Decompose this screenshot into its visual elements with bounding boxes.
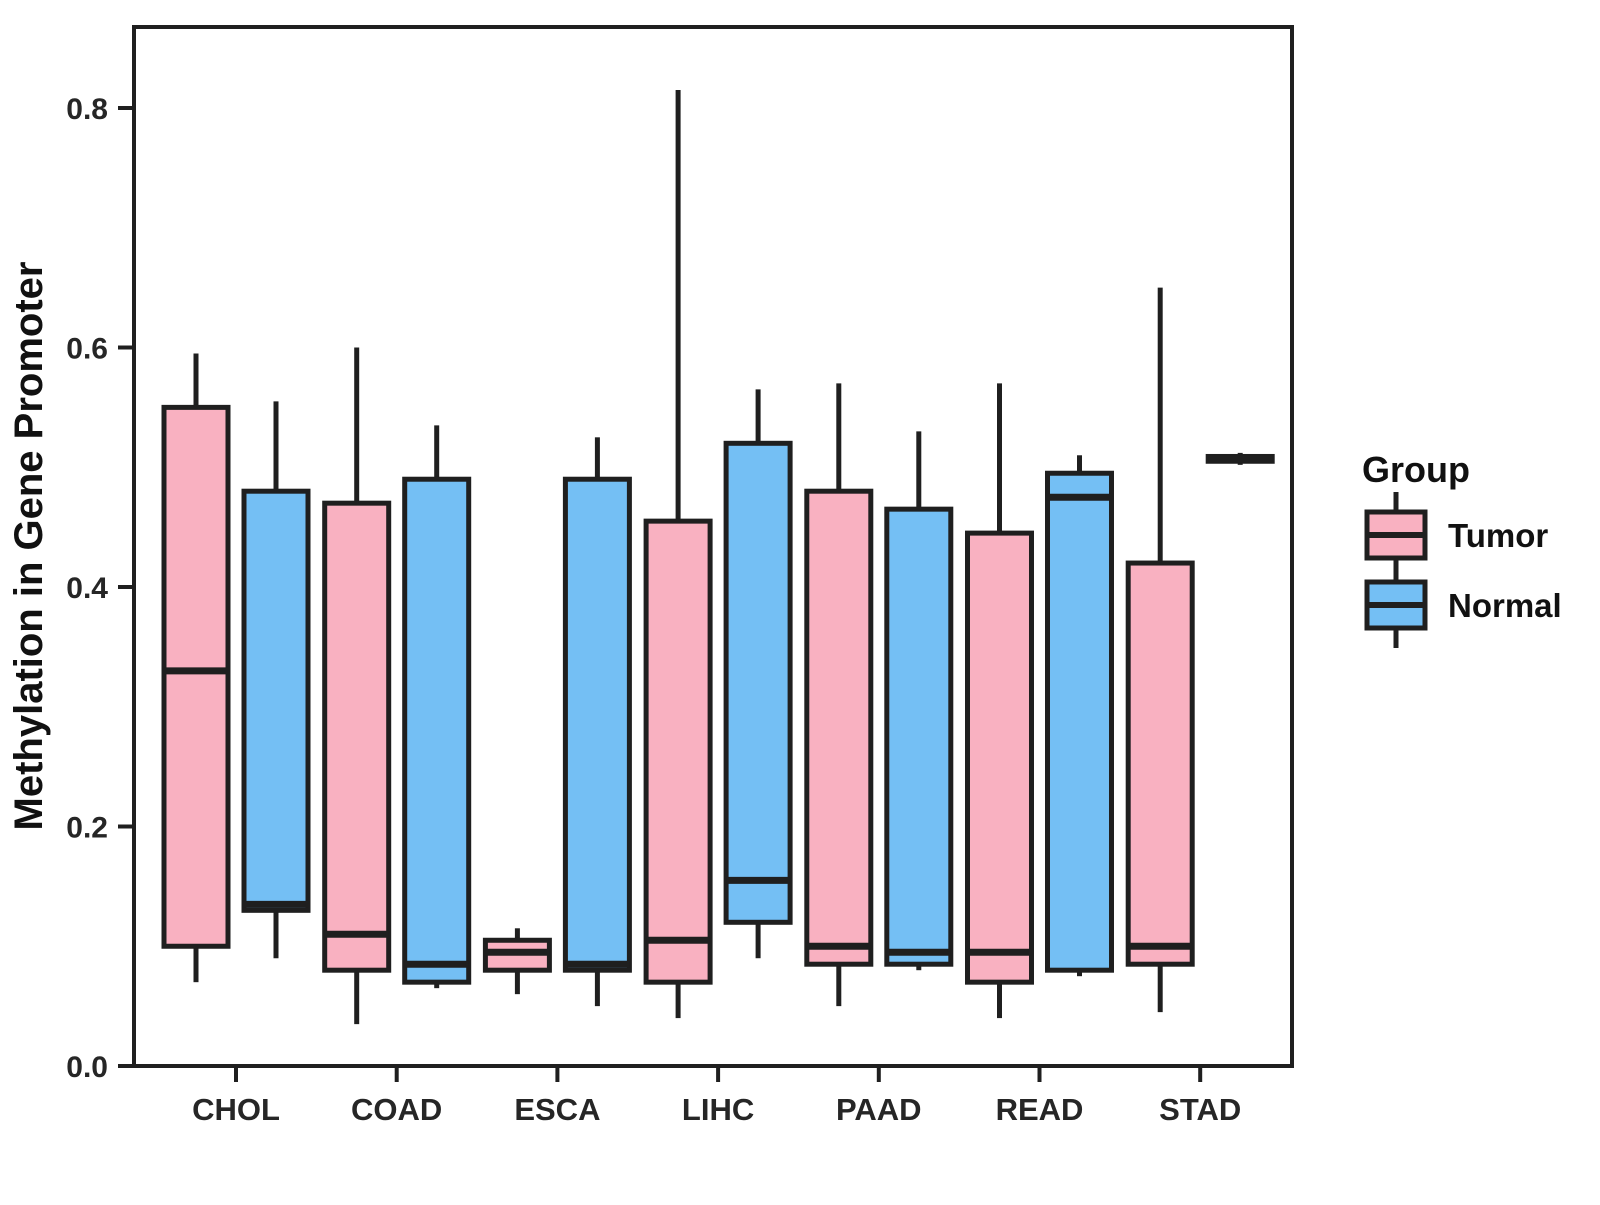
x-tick-label-STAD: STAD — [1159, 1092, 1241, 1127]
y-axis-title: Methylation in Gene Promoter — [7, 262, 51, 831]
legend-key-normal-glyph — [1364, 562, 1428, 648]
legend-key-tumor-label: Tumor — [1448, 517, 1548, 554]
x-tick-label-PAAD: PAAD — [836, 1092, 922, 1127]
box-LIHC-normal — [723, 389, 793, 959]
panel-border — [132, 25, 1294, 1068]
box-PAAD-normal — [884, 431, 954, 971]
box-COAD-tumor — [322, 347, 392, 1025]
y-tick-label: 0.0 — [66, 1051, 108, 1084]
box-READ-tumor — [965, 383, 1034, 1019]
legend: Group Tumor Normal — [1362, 449, 1562, 648]
box-CHOL-normal — [241, 401, 311, 959]
box-READ-normal — [1045, 455, 1114, 977]
x-tick-label-COAD: COAD — [351, 1092, 442, 1127]
x-tick-label-LIHC: LIHC — [682, 1092, 754, 1127]
box-COAD-normal — [402, 425, 472, 989]
y-tick-label: 0.2 — [66, 812, 108, 845]
box-PAAD-tumor — [804, 383, 874, 1007]
legend-key-normal-label: Normal — [1448, 587, 1562, 624]
x-tick-label-ESCA: ESCA — [514, 1092, 600, 1127]
box-ESCA-tumor — [482, 928, 552, 995]
box-LIHC-tumor — [643, 90, 713, 1019]
legend-key-tumor-glyph — [1364, 492, 1428, 578]
box-CHOL-tumor — [161, 353, 231, 983]
x-tick-label-READ: READ — [996, 1092, 1084, 1127]
box-STAD-normal — [1205, 452, 1275, 465]
x-tick-label-CHOL: CHOL — [192, 1092, 280, 1127]
y-tick-label: 0.8 — [66, 93, 108, 126]
y-tick-label: 0.6 — [66, 333, 108, 366]
axis-layer: 0.0 0.2 0.4 0.6 0.8 CHOL COAD ESCA LIHC PAAD READ S… — [66, 25, 1294, 1127]
boxes-layer — [161, 90, 1275, 1025]
legend-title: Group — [1362, 449, 1470, 490]
box-ESCA-normal — [562, 437, 632, 1007]
y-tick-label: 0.4 — [66, 572, 108, 605]
box-STAD-tumor — [1125, 287, 1195, 1013]
